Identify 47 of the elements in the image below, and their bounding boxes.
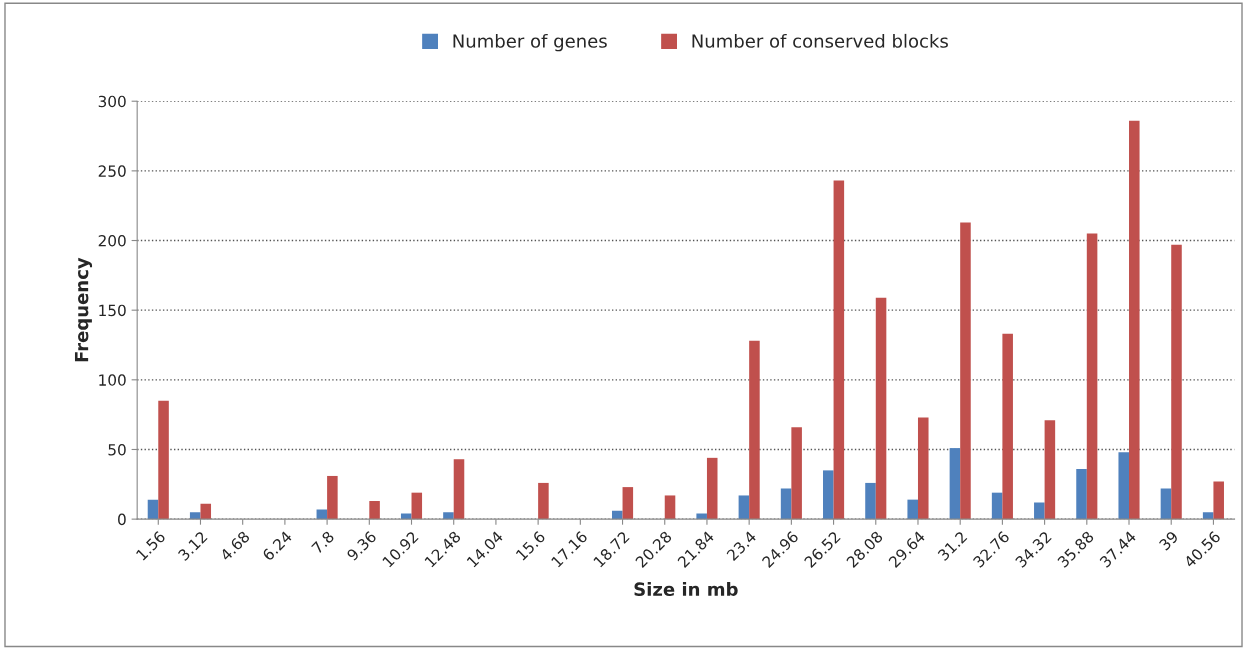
bar (791, 427, 802, 520)
bar (443, 512, 454, 520)
y-tick-label: 200 (98, 234, 126, 247)
x-axis-title: Size in mb (634, 582, 738, 597)
bar (875, 297, 887, 520)
bar (1129, 120, 1140, 520)
y-tick-label: 50 (108, 443, 126, 456)
bar (200, 503, 212, 520)
bar (749, 340, 760, 520)
bar (1213, 481, 1224, 520)
bar (1160, 488, 1172, 520)
y-tick-label: 0 (118, 513, 126, 526)
bar (664, 495, 676, 520)
bar (327, 475, 338, 520)
bar (622, 487, 634, 520)
y-tick-label: 150 (99, 304, 126, 317)
y-tick-label: 250 (98, 165, 126, 177)
y-axis-title: Frequency (74, 257, 93, 362)
bar (538, 482, 549, 520)
x-tick-label: 39 (1158, 530, 1179, 551)
bar (960, 222, 971, 520)
bar (1118, 452, 1130, 520)
bar (823, 470, 834, 520)
y-tick-label: 100 (99, 374, 126, 386)
x-tick-label: 7.8 (310, 530, 335, 555)
bar (1044, 420, 1056, 520)
bar (1171, 244, 1182, 520)
bar (1002, 333, 1013, 520)
bar (949, 448, 961, 520)
bar (1034, 502, 1045, 520)
legend-label: Number of genes (453, 33, 607, 52)
bar (453, 459, 465, 520)
bar (991, 492, 1003, 520)
bar (1076, 468, 1087, 520)
bar (706, 457, 718, 520)
bar (917, 417, 929, 520)
bar (738, 495, 750, 520)
bar (1086, 233, 1098, 520)
bar (411, 492, 423, 520)
bar (780, 488, 792, 520)
bar (907, 499, 918, 520)
bar (158, 400, 169, 520)
bar (833, 180, 845, 520)
legend-label: Number of conserved blocks (692, 33, 948, 48)
y-tick-label: 300 (98, 95, 126, 108)
bar (369, 501, 380, 520)
bar (865, 482, 876, 520)
